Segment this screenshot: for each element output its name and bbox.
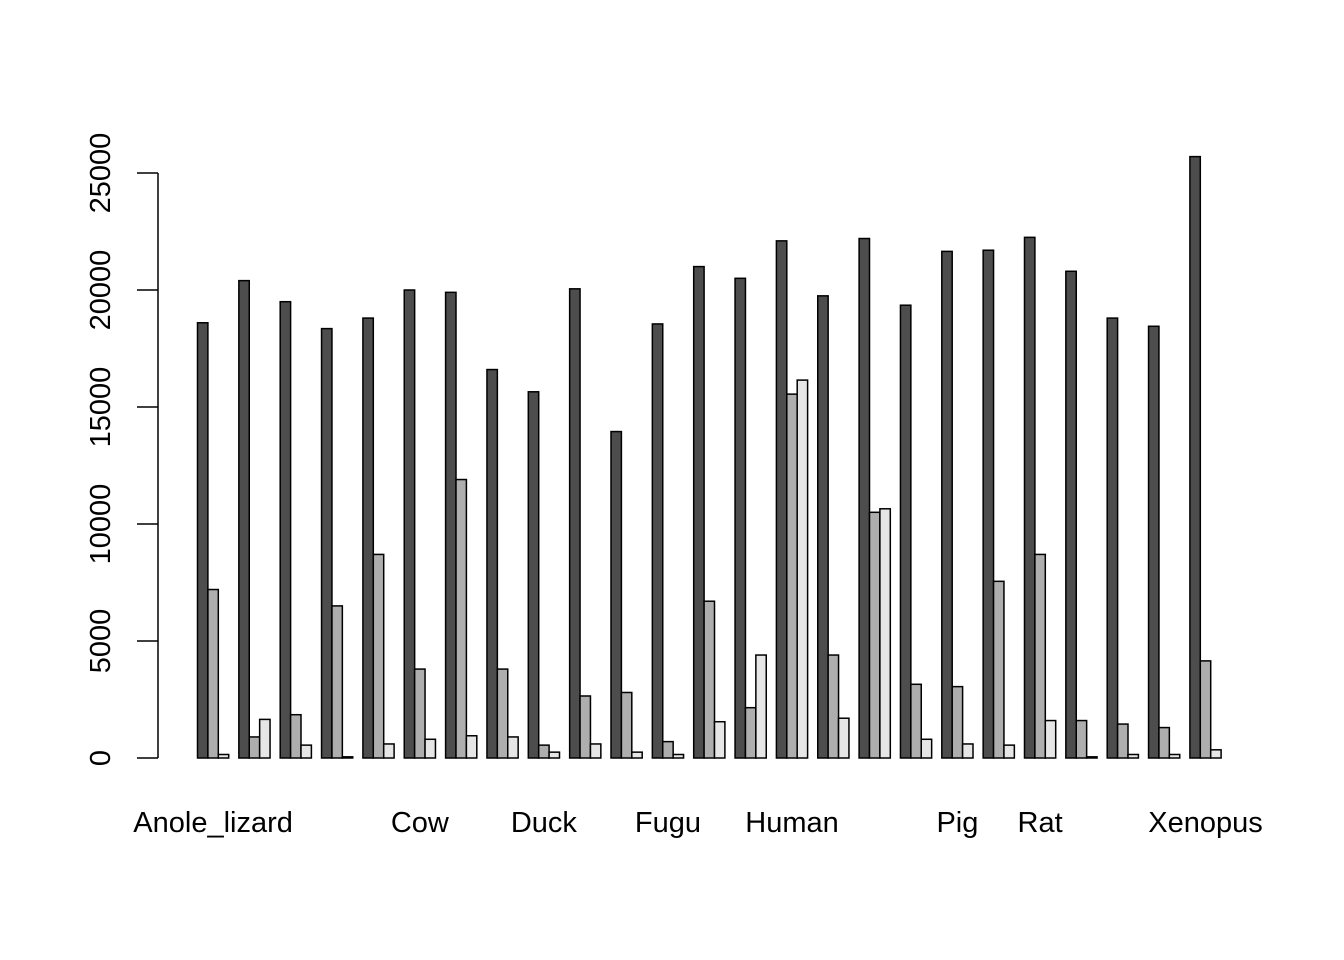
bar <box>279 300 292 759</box>
bars <box>196 155 1222 759</box>
y-tick-label: 15000 <box>85 367 117 448</box>
bar <box>424 738 437 759</box>
bar <box>331 605 344 759</box>
category-label: Rat <box>1018 807 1063 839</box>
bar <box>372 553 385 759</box>
bar <box>1147 325 1160 759</box>
bar <box>238 279 251 759</box>
bar <box>537 744 550 759</box>
bar <box>992 580 1005 759</box>
bar <box>217 753 230 759</box>
bar <box>941 250 953 759</box>
bar <box>496 668 509 759</box>
bar <box>289 713 302 759</box>
bar <box>1209 749 1222 759</box>
bar <box>817 295 829 759</box>
bar <box>196 322 209 759</box>
category-label: Fugu <box>635 807 701 839</box>
y-tick-label: 20000 <box>85 250 117 331</box>
bar <box>548 751 561 759</box>
bar <box>703 600 716 759</box>
y-tick-label: 10000 <box>85 484 117 565</box>
bar <box>362 317 375 759</box>
bar <box>620 691 633 759</box>
y-axis: 0 5000 10000 15000 20000 25000 <box>85 133 159 766</box>
bar <box>444 291 457 759</box>
bar <box>1075 719 1088 759</box>
category-label: Human <box>745 807 839 839</box>
bar <box>796 379 809 759</box>
bar <box>589 743 602 759</box>
bar <box>1116 723 1129 759</box>
bar <box>755 654 767 759</box>
bar <box>455 478 468 759</box>
category-label: Anole_lizard <box>133 807 293 839</box>
bar <box>258 718 271 759</box>
bar <box>486 368 499 759</box>
bar <box>382 743 395 759</box>
bar <box>1003 744 1016 759</box>
bar <box>403 289 416 759</box>
bar <box>651 323 664 759</box>
bar <box>1189 155 1202 759</box>
category-label: Cow <box>391 807 450 839</box>
y-tick-label: 5000 <box>85 609 117 674</box>
bar <box>1085 756 1098 759</box>
bar <box>568 288 581 759</box>
bar <box>1158 726 1171 759</box>
category-label: Pig <box>936 807 978 839</box>
bar <box>1065 270 1077 759</box>
bar <box>527 391 540 759</box>
bar <box>961 743 974 759</box>
bar <box>662 740 674 759</box>
bar <box>868 511 881 759</box>
bar <box>1199 660 1212 759</box>
bar <box>507 736 519 759</box>
bar <box>899 304 912 759</box>
bar <box>775 240 788 759</box>
bar <box>579 695 592 759</box>
bar <box>713 720 726 759</box>
bar <box>951 685 964 759</box>
category-labels: Anole_lizard Cow Duck Fugu Human Pig Rat Xenopu… <box>133 807 1262 839</box>
bar <box>1127 753 1140 759</box>
bar <box>207 588 220 759</box>
bar <box>1168 753 1181 759</box>
bar <box>1034 553 1047 759</box>
bar <box>465 735 478 759</box>
bar <box>1044 719 1057 759</box>
bar <box>786 393 798 759</box>
bar <box>692 265 705 759</box>
bar <box>1106 317 1119 759</box>
category-label: Duck <box>511 807 578 839</box>
bar <box>320 327 333 759</box>
y-tick-label: 0 <box>85 750 117 766</box>
bar <box>300 744 313 759</box>
bar <box>631 751 643 759</box>
bar <box>341 756 354 759</box>
bar <box>910 683 922 759</box>
bar <box>827 654 840 759</box>
bar <box>734 277 747 759</box>
bar <box>672 753 685 759</box>
category-label: Xenopus <box>1148 807 1263 839</box>
bar <box>879 508 892 759</box>
bar <box>837 717 850 759</box>
bar <box>413 668 426 759</box>
bar <box>248 736 261 759</box>
bar <box>920 738 933 759</box>
bar <box>982 249 995 759</box>
bar <box>610 430 623 759</box>
y-tick-label: 25000 <box>85 133 117 214</box>
bar <box>744 706 757 759</box>
bar <box>858 237 871 759</box>
bar <box>1023 236 1036 759</box>
